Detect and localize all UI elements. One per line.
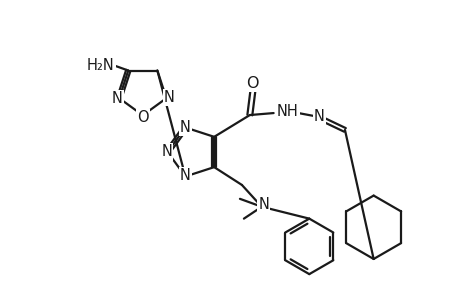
Text: H₂N: H₂N — [86, 58, 114, 73]
Text: N: N — [313, 109, 324, 124]
Text: O: O — [137, 110, 148, 125]
Text: N: N — [161, 145, 172, 160]
Text: N: N — [163, 90, 174, 105]
Text: N: N — [313, 109, 324, 124]
Text: NH: NH — [276, 103, 298, 118]
Text: NH: NH — [276, 103, 298, 118]
Text: H₂N: H₂N — [86, 58, 114, 73]
Text: O: O — [137, 110, 148, 125]
Text: N: N — [179, 168, 190, 183]
Text: O: O — [246, 76, 258, 91]
Text: N: N — [161, 145, 172, 160]
Text: N: N — [163, 90, 174, 105]
Text: N: N — [112, 91, 123, 106]
Text: N: N — [257, 197, 269, 212]
Text: N: N — [179, 120, 190, 135]
Text: O: O — [246, 76, 258, 91]
Text: N: N — [179, 168, 190, 183]
Text: N: N — [112, 91, 123, 106]
Text: N: N — [257, 197, 269, 212]
Text: N: N — [179, 120, 190, 135]
